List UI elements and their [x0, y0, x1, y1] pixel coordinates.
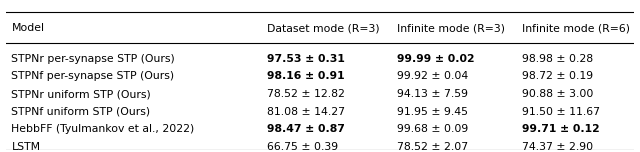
Text: 99.99 ± 0.02: 99.99 ± 0.02 [397, 54, 474, 64]
Text: Infinite mode (R=6): Infinite mode (R=6) [522, 23, 630, 33]
Text: Infinite mode (R=3): Infinite mode (R=3) [397, 23, 504, 33]
Text: STPNr uniform STP (Ours): STPNr uniform STP (Ours) [12, 89, 151, 99]
Text: 91.95 ± 9.45: 91.95 ± 9.45 [397, 107, 467, 117]
Text: 98.98 ± 0.28: 98.98 ± 0.28 [522, 54, 593, 64]
Text: 98.72 ± 0.19: 98.72 ± 0.19 [522, 71, 593, 81]
Text: 99.71 ± 0.12: 99.71 ± 0.12 [522, 124, 600, 134]
Text: LSTM: LSTM [12, 142, 40, 152]
Text: 78.52 ± 12.82: 78.52 ± 12.82 [267, 89, 344, 99]
Text: 98.16 ± 0.91: 98.16 ± 0.91 [267, 71, 344, 81]
Text: STPNf per-synapse STP (Ours): STPNf per-synapse STP (Ours) [12, 71, 175, 81]
Text: 97.53 ± 0.31: 97.53 ± 0.31 [267, 54, 344, 64]
Text: 66.75 ± 0.39: 66.75 ± 0.39 [267, 142, 338, 152]
Text: 99.92 ± 0.04: 99.92 ± 0.04 [397, 71, 468, 81]
Text: Model: Model [12, 23, 44, 33]
Text: 94.13 ± 7.59: 94.13 ± 7.59 [397, 89, 467, 99]
Text: 78.52 ± 2.07: 78.52 ± 2.07 [397, 142, 468, 152]
Text: STPNf uniform STP (Ours): STPNf uniform STP (Ours) [12, 107, 150, 117]
Text: 98.47 ± 0.87: 98.47 ± 0.87 [267, 124, 344, 134]
Text: STPNr per-synapse STP (Ours): STPNr per-synapse STP (Ours) [12, 54, 175, 64]
Text: Dataset mode (R=3): Dataset mode (R=3) [267, 23, 380, 33]
Text: 74.37 ± 2.90: 74.37 ± 2.90 [522, 142, 593, 152]
Text: 91.50 ± 11.67: 91.50 ± 11.67 [522, 107, 600, 117]
Text: 90.88 ± 3.00: 90.88 ± 3.00 [522, 89, 593, 99]
Text: HebbFF (Tyulmankov et al., 2022): HebbFF (Tyulmankov et al., 2022) [12, 124, 195, 134]
Text: 81.08 ± 14.27: 81.08 ± 14.27 [267, 107, 345, 117]
Text: 99.68 ± 0.09: 99.68 ± 0.09 [397, 124, 468, 134]
